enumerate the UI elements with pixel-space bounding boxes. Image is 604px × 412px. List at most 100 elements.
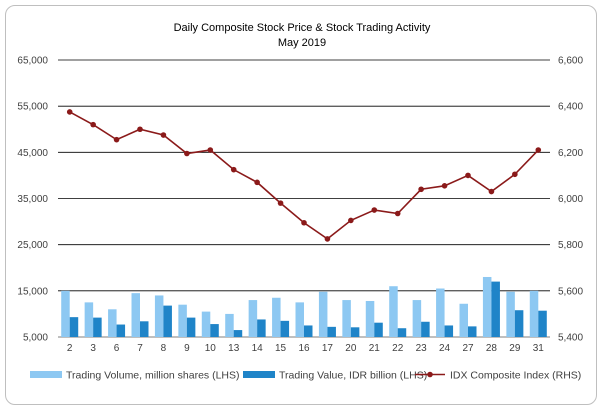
bar-value: [233, 330, 243, 337]
bar-volume: [318, 291, 328, 337]
bar-volume: [459, 303, 468, 337]
y-left-tick-label: 35,000: [17, 194, 48, 205]
bar-volume: [436, 288, 445, 337]
bar-volume: [248, 300, 258, 337]
x-tick-label: 2: [67, 343, 73, 354]
legend-swatch: [243, 371, 275, 378]
x-tick-label: 22: [392, 343, 404, 354]
x-tick-label: 24: [439, 343, 451, 354]
x-tick-label: 7: [137, 343, 143, 354]
y-left-tick-label: 5,000: [23, 333, 48, 344]
y-right-tick-label: 5,400: [558, 333, 583, 344]
index-point: [301, 219, 307, 226]
y-right-tick-label: 6,000: [558, 194, 583, 205]
chart-subtitle: May 2019: [278, 37, 326, 49]
index-point: [230, 166, 237, 173]
y-right-tick-label: 5,800: [558, 240, 583, 251]
bar-volume: [84, 302, 94, 337]
bar-volume: [295, 302, 304, 337]
legend: Trading Volume, million shares (LHS) Trad…: [30, 370, 581, 382]
bar-volume: [272, 297, 281, 337]
bar-value: [514, 310, 524, 337]
ticks: 5,000 15,000 25,000 35,000 45,000 55,000 65,00…: [17, 56, 583, 355]
x-tick-label: 9: [184, 343, 190, 354]
legend-swatch: [30, 371, 62, 378]
bar-value: [327, 326, 336, 337]
bar-volume: [108, 309, 117, 337]
index-point: [254, 179, 260, 186]
y-left-tick-label: 55,000: [17, 102, 48, 113]
index-point: [184, 150, 190, 157]
bar-value: [304, 325, 313, 337]
x-tick-label: 27: [462, 343, 474, 354]
x-tick-label: 29: [509, 343, 521, 354]
bar-value: [538, 310, 547, 337]
chart-title: Daily Composite Stock Price & Stock Trad…: [174, 22, 431, 34]
bar-value: [280, 320, 290, 337]
x-tick-label: 21: [369, 343, 381, 354]
bar-volume: [365, 300, 375, 337]
index-point: [207, 147, 214, 153]
index-point: [535, 147, 542, 153]
index-point: [113, 136, 120, 143]
y-right-tick-label: 5,600: [558, 286, 583, 297]
index-point: [441, 183, 448, 189]
bar-value: [186, 317, 196, 337]
x-tick-label: 16: [298, 343, 310, 354]
x-tick-label: 10: [205, 343, 217, 354]
line-series: [66, 109, 542, 242]
y-left-tick-label: 15,000: [17, 286, 48, 297]
legend-label: Trading Value, IDR billion (LHS): [279, 370, 427, 382]
bar-volume: [225, 313, 234, 337]
bar-volume: [529, 290, 539, 337]
bar-value: [397, 328, 407, 337]
index-point: [394, 210, 401, 217]
index-point: [90, 121, 96, 128]
y-right-tick-label: 6,400: [558, 102, 583, 113]
index-point: [66, 109, 73, 115]
y-left-tick-label: 65,000: [17, 56, 48, 67]
bar-volume: [61, 290, 70, 337]
bar-value: [468, 326, 477, 337]
x-tick-label: 14: [252, 343, 264, 354]
bar-value: [444, 325, 454, 337]
x-tick-label: 17: [322, 343, 334, 354]
bar-value: [374, 322, 383, 337]
index-point: [488, 188, 495, 195]
bar-value: [491, 281, 500, 337]
bar-volume: [131, 293, 140, 337]
bar-value: [69, 317, 79, 337]
index-point: [512, 171, 518, 178]
index-point: [137, 126, 143, 133]
y-right-tick-label: 6,200: [558, 148, 583, 159]
index-point: [160, 132, 167, 138]
bar-volume: [178, 304, 187, 337]
index-point: [348, 217, 354, 224]
index-point: [465, 172, 471, 179]
bar-value: [257, 319, 266, 337]
bar-value: [140, 321, 149, 337]
index-point: [418, 186, 424, 193]
x-tick-label: 15: [275, 343, 287, 354]
bar-volume: [342, 300, 351, 337]
y-left-tick-label: 45,000: [17, 148, 48, 159]
x-tick-label: 28: [486, 343, 498, 354]
bar-value: [163, 305, 172, 337]
x-tick-label: 6: [114, 343, 120, 354]
bar-volume: [482, 276, 492, 337]
x-tick-label: 13: [228, 343, 240, 354]
bar-volume: [412, 300, 422, 337]
bar-volume: [154, 295, 164, 337]
bar-value: [210, 324, 219, 337]
index-point: [371, 207, 378, 213]
x-tick-label: 3: [90, 343, 96, 354]
bar-value: [350, 327, 360, 337]
bar-volume: [201, 311, 211, 337]
chart-frame: [5, 5, 597, 405]
bar-value: [93, 317, 102, 337]
y-left-tick-label: 25,000: [17, 240, 48, 251]
legend-label: IDX Composite Index (RHS): [450, 370, 581, 382]
bar-volume: [506, 291, 515, 337]
legend-swatch-marker: [427, 371, 433, 378]
